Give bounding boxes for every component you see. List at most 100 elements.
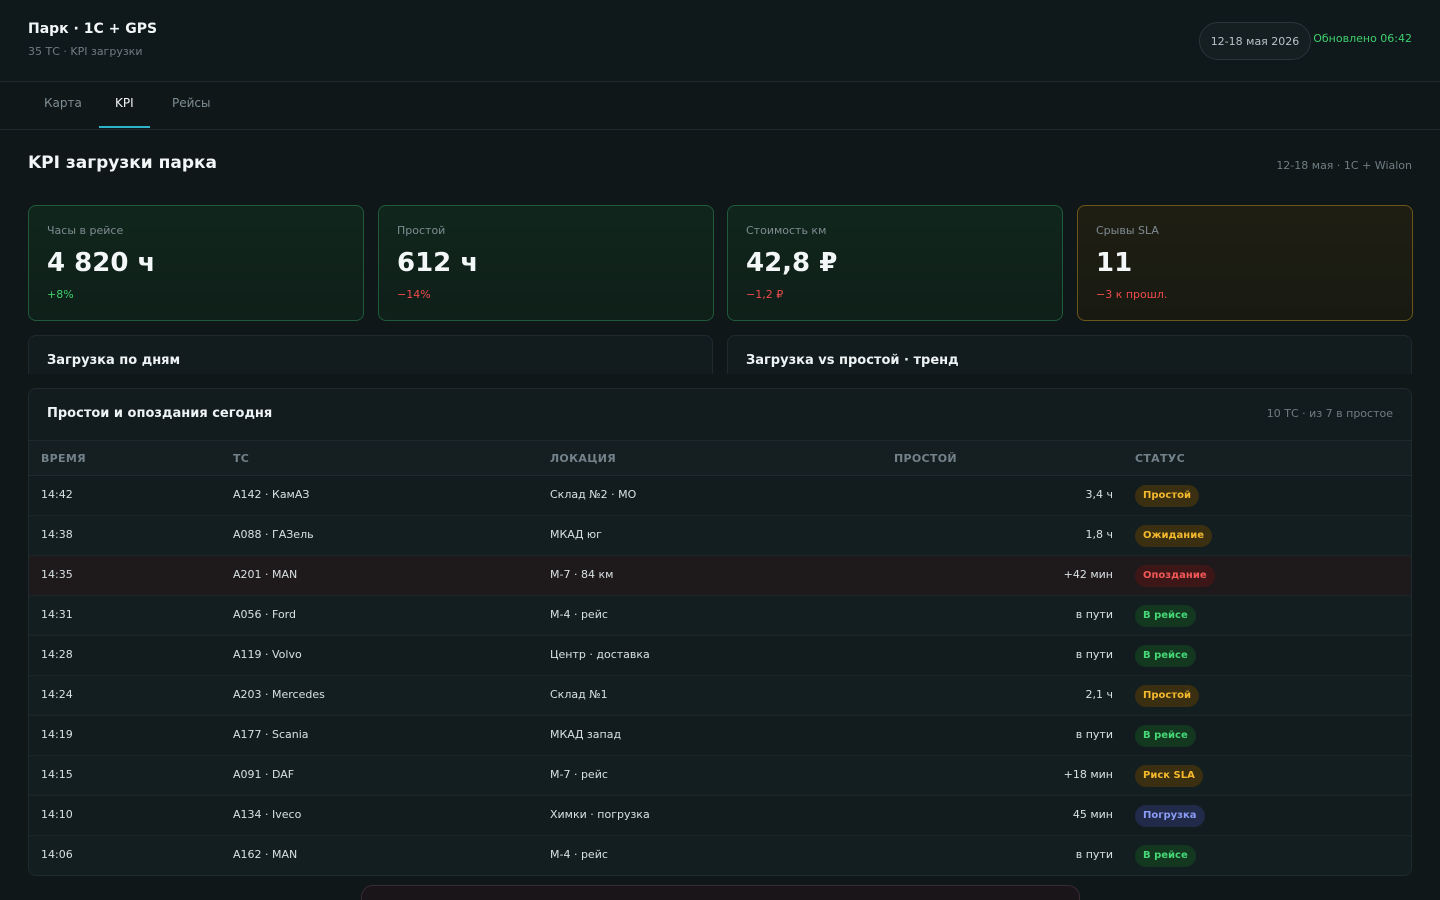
status-badge: Погрузка <box>1135 805 1205 827</box>
cell-idle: 45 мин <box>1072 808 1113 821</box>
column-header-time[interactable]: ВРЕМЯ <box>41 452 86 465</box>
table-title: Простои и опоздания сегодня <box>47 406 273 421</box>
table-row[interactable]: 14:35 А201 · MAN М-7 · 84 км +42 мин Опоздан… <box>29 556 1411 596</box>
status-badge: В рейсе <box>1135 725 1196 747</box>
tab-bar: Карта KPI Рейсы <box>0 82 1440 130</box>
cell-vehicle: А088 · ГАЗель <box>233 528 314 541</box>
cell-time: 14:06 <box>41 848 73 861</box>
cell-location: Химки · погрузка <box>550 808 650 821</box>
page-meta: 12-18 мая · 1С + Wialon <box>1276 159 1412 172</box>
table-row[interactable]: 14:24 А203 · Mercedes Склад №1 2,1 ч Простой <box>29 676 1411 716</box>
column-header-location[interactable]: ЛОКАЦИЯ <box>550 452 616 465</box>
app-subtitle: 35 ТС · KPI загрузки <box>28 45 143 58</box>
table-row[interactable]: 14:06 А162 · MAN М-4 · рейс в пути В рейсе <box>29 836 1411 875</box>
status-badge: Опоздание <box>1135 565 1215 587</box>
kpi-label: Простой <box>397 224 446 237</box>
cell-time: 14:38 <box>41 528 73 541</box>
cell-time: 14:10 <box>41 808 73 821</box>
cell-idle: в пути <box>1075 608 1113 621</box>
cell-idle: +42 мин <box>1063 568 1113 581</box>
kpi-value: 612 ч <box>397 248 479 278</box>
page-title: KPI загрузки парка <box>28 153 218 173</box>
cell-vehicle: А201 · MAN <box>233 568 298 581</box>
cell-time: 14:42 <box>41 488 73 501</box>
kpi-value: 42,8 ₽ <box>746 248 838 278</box>
cell-location: М-7 · рейс <box>550 768 608 781</box>
status-badge: Риск SLA <box>1135 765 1203 787</box>
cell-location: МКАД запад <box>550 728 622 741</box>
kpi-label: Срывы SLA <box>1096 224 1159 237</box>
tab-kpi[interactable]: KPI <box>115 96 134 110</box>
daily-load-panel: Загрузка по дням <box>28 335 713 374</box>
cell-time: 14:24 <box>41 688 73 701</box>
table-row[interactable]: 14:31 А056 · Ford М-4 · рейс в пути В рейсе <box>29 596 1411 636</box>
cell-idle: 1,8 ч <box>1085 528 1114 541</box>
cell-time: 14:28 <box>41 648 73 661</box>
kpi-delta: −14% <box>397 288 431 301</box>
cell-location: Склад №1 <box>550 688 608 701</box>
cell-time: 14:35 <box>41 568 73 581</box>
idle-delays-table-card: Простои и опоздания сегодня 10 ТС · из 7… <box>28 388 1412 876</box>
table-row[interactable]: 14:28 А119 · Volvo Центр · доставка в пути В… <box>29 636 1411 676</box>
cell-idle: в пути <box>1075 848 1113 861</box>
cell-time: 14:15 <box>41 768 73 781</box>
kpi-card-idle: Простой 612 ч −14% <box>378 205 714 321</box>
kpi-card-cost-per-km: Стоимость км 42,8 ₽ −1,2 ₽ <box>727 205 1063 321</box>
cell-idle: в пути <box>1075 648 1113 661</box>
table-row[interactable]: 14:10 А134 · Iveco Химки · погрузка 45 мин П… <box>29 796 1411 836</box>
cell-location: Центр · доставка <box>550 648 650 661</box>
app-header: Парк · 1С + GPS 35 ТС · KPI загрузки 12-… <box>0 0 1440 82</box>
cell-time: 14:31 <box>41 608 73 621</box>
updated-status: Обновлено 06:42 <box>1313 32 1412 45</box>
table-row[interactable]: 14:15 А091 · DAF М-7 · рейс +18 мин Риск SLA <box>29 756 1411 796</box>
cell-vehicle: А142 · КамАЗ <box>233 488 310 501</box>
cell-vehicle: А162 · MAN <box>233 848 298 861</box>
cell-location: М-7 · 84 км <box>550 568 614 581</box>
column-header-status[interactable]: СТАТУС <box>1135 452 1185 465</box>
panel-title: Загрузка vs простой · тренд <box>746 353 959 368</box>
cell-location: М-4 · рейс <box>550 848 608 861</box>
active-tab-indicator <box>99 126 150 128</box>
cell-idle: в пути <box>1075 728 1113 741</box>
cell-vehicle: А091 · DAF <box>233 768 295 781</box>
kpi-label: Стоимость км <box>746 224 827 237</box>
cell-idle: 3,4 ч <box>1085 488 1114 501</box>
cell-idle: 2,1 ч <box>1085 688 1114 701</box>
cell-vehicle: А177 · Scania <box>233 728 309 741</box>
cell-vehicle: А203 · Mercedes <box>233 688 325 701</box>
kpi-delta: −3 к прошл. <box>1096 288 1168 301</box>
table-row[interactable]: 14:19 А177 · Scania МКАД запад в пути В рейс… <box>29 716 1411 756</box>
date-range-picker[interactable]: 12-18 мая 2026 <box>1199 22 1311 60</box>
status-badge: Ожидание <box>1135 525 1212 547</box>
kpi-card-sla-breaches: Срывы SLA 11 −3 к прошл. <box>1077 205 1413 321</box>
table-meta: 10 ТС · из 7 в простое <box>1266 407 1393 420</box>
cell-vehicle: А134 · Iveco <box>233 808 302 821</box>
column-header-idle[interactable]: ПРОСТОЙ <box>894 452 957 465</box>
status-badge: В рейсе <box>1135 645 1196 667</box>
kpi-value: 4 820 ч <box>47 248 156 278</box>
column-header-vehicle[interactable]: ТС <box>233 452 250 465</box>
kpi-label: Часы в рейсе <box>47 224 124 237</box>
kpi-delta: +8% <box>47 288 74 301</box>
cell-idle: +18 мин <box>1063 768 1113 781</box>
table-row[interactable]: 14:38 А088 · ГАЗель МКАД юг 1,8 ч Ожидание <box>29 516 1411 556</box>
status-badge: Простой <box>1135 685 1199 707</box>
cell-location: МКАД юг <box>550 528 602 541</box>
status-badge: В рейсе <box>1135 845 1196 867</box>
panel-title: Загрузка по дням <box>47 353 181 368</box>
kpi-value: 11 <box>1096 248 1133 278</box>
tab-trips[interactable]: Рейсы <box>172 96 211 110</box>
cell-vehicle: А056 · Ford <box>233 608 296 621</box>
table-row[interactable]: 14:42 А142 · КамАЗ Склад №2 · МО 3,4 ч Прост… <box>29 476 1411 516</box>
cell-vehicle: А119 · Volvo <box>233 648 302 661</box>
cell-location: Склад №2 · МО <box>550 488 637 501</box>
cell-time: 14:19 <box>41 728 73 741</box>
load-vs-idle-trend-panel: Загрузка vs простой · тренд <box>727 335 1412 374</box>
table-header: ВРЕМЯ ТС ЛОКАЦИЯ ПРОСТОЙ СТАТУС <box>29 440 1411 476</box>
kpi-delta: −1,2 ₽ <box>746 288 784 301</box>
app-title: Парк · 1С + GPS <box>28 21 158 37</box>
kpi-card-trip-hours: Часы в рейсе 4 820 ч +8% <box>28 205 364 321</box>
bottom-floating-bar[interactable] <box>361 885 1080 900</box>
tab-map[interactable]: Карта <box>44 96 82 110</box>
status-badge: В рейсе <box>1135 605 1196 627</box>
